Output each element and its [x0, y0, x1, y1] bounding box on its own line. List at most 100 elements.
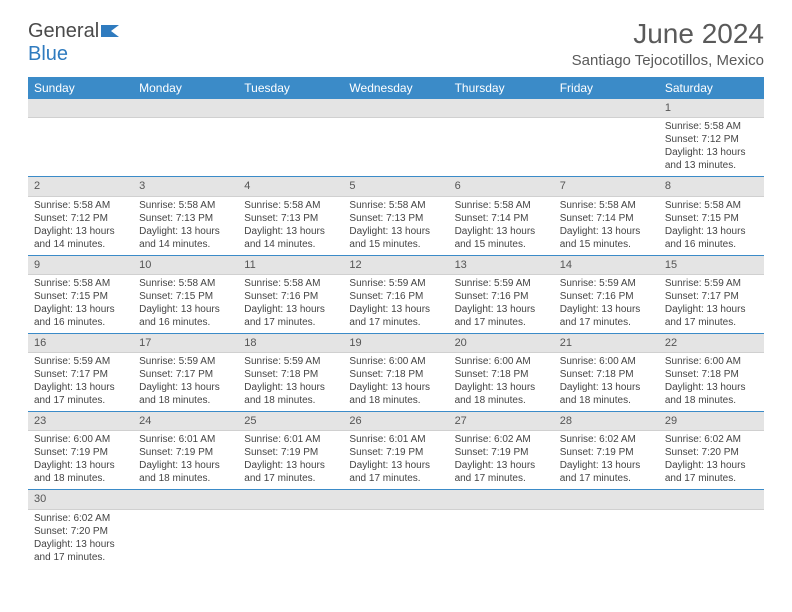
day-number: 25	[238, 412, 343, 431]
day-header: Sunday	[28, 77, 133, 99]
day-body: Sunrise: 6:00 AMSunset: 7:18 PMDaylight:…	[659, 353, 764, 411]
day-number: 9	[28, 256, 133, 275]
day-body: Sunrise: 6:02 AMSunset: 7:20 PMDaylight:…	[659, 431, 764, 489]
flag-icon	[101, 20, 123, 43]
calendar-cell	[238, 99, 343, 177]
calendar-cell: 5Sunrise: 5:58 AMSunset: 7:13 PMDaylight…	[343, 177, 448, 255]
day-number: 7	[554, 177, 659, 196]
sunrise-text: Sunrise: 5:58 AM	[665, 199, 758, 212]
sunrise-text: Sunrise: 5:58 AM	[349, 199, 442, 212]
day-number-empty	[449, 490, 554, 509]
daylight-text: Daylight: 13 hours and 17 minutes.	[349, 459, 442, 485]
daylight-text: Daylight: 13 hours and 17 minutes.	[560, 303, 653, 329]
day-body: Sunrise: 6:01 AMSunset: 7:19 PMDaylight:…	[133, 431, 238, 489]
sunrise-text: Sunrise: 5:58 AM	[34, 277, 127, 290]
sunset-text: Sunset: 7:19 PM	[139, 446, 232, 459]
daylight-text: Daylight: 13 hours and 17 minutes.	[244, 303, 337, 329]
day-number: 24	[133, 412, 238, 431]
brand-text: GeneralBlue	[28, 20, 123, 66]
day-body: Sunrise: 5:58 AMSunset: 7:15 PMDaylight:…	[28, 275, 133, 333]
sunset-text: Sunset: 7:17 PM	[665, 290, 758, 303]
day-number: 28	[554, 412, 659, 431]
daylight-text: Daylight: 13 hours and 17 minutes.	[665, 459, 758, 485]
calendar-cell	[554, 490, 659, 568]
calendar-week: 30Sunrise: 6:02 AMSunset: 7:20 PMDayligh…	[28, 490, 764, 568]
day-body: Sunrise: 5:58 AMSunset: 7:15 PMDaylight:…	[133, 275, 238, 333]
calendar-cell: 7Sunrise: 5:58 AMSunset: 7:14 PMDaylight…	[554, 177, 659, 255]
sunset-text: Sunset: 7:13 PM	[244, 212, 337, 225]
day-number: 22	[659, 334, 764, 353]
daylight-text: Daylight: 13 hours and 15 minutes.	[560, 225, 653, 251]
sunset-text: Sunset: 7:14 PM	[560, 212, 653, 225]
page-header: GeneralBlue June 2024 Santiago Tejocotil…	[28, 18, 764, 69]
calendar-cell	[343, 490, 448, 568]
calendar-cell	[449, 490, 554, 568]
day-number-empty	[554, 490, 659, 509]
calendar-cell: 27Sunrise: 6:02 AMSunset: 7:19 PMDayligh…	[449, 412, 554, 490]
day-body: Sunrise: 6:00 AMSunset: 7:19 PMDaylight:…	[28, 431, 133, 489]
calendar-cell	[133, 99, 238, 177]
daylight-text: Daylight: 13 hours and 17 minutes.	[349, 303, 442, 329]
daylight-text: Daylight: 13 hours and 17 minutes.	[455, 303, 548, 329]
day-number: 14	[554, 256, 659, 275]
day-number-empty	[449, 99, 554, 118]
sunset-text: Sunset: 7:13 PM	[139, 212, 232, 225]
day-body: Sunrise: 5:59 AMSunset: 7:17 PMDaylight:…	[28, 353, 133, 411]
daylight-text: Daylight: 13 hours and 17 minutes.	[455, 459, 548, 485]
day-header: Friday	[554, 77, 659, 99]
calendar-cell: 15Sunrise: 5:59 AMSunset: 7:17 PMDayligh…	[659, 255, 764, 333]
daylight-text: Daylight: 13 hours and 16 minutes.	[139, 303, 232, 329]
sunrise-text: Sunrise: 6:02 AM	[455, 433, 548, 446]
calendar-cell: 13Sunrise: 5:59 AMSunset: 7:16 PMDayligh…	[449, 255, 554, 333]
sunrise-text: Sunrise: 6:00 AM	[34, 433, 127, 446]
daylight-text: Daylight: 13 hours and 14 minutes.	[139, 225, 232, 251]
calendar-cell: 29Sunrise: 6:02 AMSunset: 7:20 PMDayligh…	[659, 412, 764, 490]
sunrise-text: Sunrise: 5:58 AM	[139, 277, 232, 290]
day-body: Sunrise: 6:00 AMSunset: 7:18 PMDaylight:…	[343, 353, 448, 411]
day-body: Sunrise: 5:58 AMSunset: 7:13 PMDaylight:…	[133, 197, 238, 255]
day-number: 8	[659, 177, 764, 196]
day-number-empty	[28, 99, 133, 118]
calendar-cell: 12Sunrise: 5:59 AMSunset: 7:16 PMDayligh…	[343, 255, 448, 333]
day-header: Saturday	[659, 77, 764, 99]
calendar-week: 1Sunrise: 5:58 AMSunset: 7:12 PMDaylight…	[28, 99, 764, 177]
day-body: Sunrise: 5:58 AMSunset: 7:14 PMDaylight:…	[554, 197, 659, 255]
sunrise-text: Sunrise: 6:01 AM	[349, 433, 442, 446]
brand-part2: Blue	[28, 43, 68, 65]
daylight-text: Daylight: 13 hours and 15 minutes.	[455, 225, 548, 251]
calendar-cell	[238, 490, 343, 568]
daylight-text: Daylight: 13 hours and 18 minutes.	[560, 381, 653, 407]
daylight-text: Daylight: 13 hours and 18 minutes.	[349, 381, 442, 407]
day-number: 17	[133, 334, 238, 353]
sunrise-text: Sunrise: 6:01 AM	[139, 433, 232, 446]
sunset-text: Sunset: 7:15 PM	[665, 212, 758, 225]
location-label: Santiago Tejocotillos, Mexico	[572, 52, 764, 69]
sunset-text: Sunset: 7:17 PM	[34, 368, 127, 381]
day-number-empty	[659, 490, 764, 509]
day-body: Sunrise: 5:59 AMSunset: 7:16 PMDaylight:…	[343, 275, 448, 333]
daylight-text: Daylight: 13 hours and 17 minutes.	[34, 381, 127, 407]
sunrise-text: Sunrise: 5:59 AM	[560, 277, 653, 290]
calendar-cell	[659, 490, 764, 568]
calendar-cell: 20Sunrise: 6:00 AMSunset: 7:18 PMDayligh…	[449, 333, 554, 411]
daylight-text: Daylight: 13 hours and 18 minutes.	[244, 381, 337, 407]
day-number-empty	[554, 99, 659, 118]
day-body: Sunrise: 5:59 AMSunset: 7:16 PMDaylight:…	[554, 275, 659, 333]
day-number: 26	[343, 412, 448, 431]
daylight-text: Daylight: 13 hours and 17 minutes.	[665, 303, 758, 329]
day-header: Thursday	[449, 77, 554, 99]
day-body: Sunrise: 6:00 AMSunset: 7:18 PMDaylight:…	[449, 353, 554, 411]
sunrise-text: Sunrise: 5:58 AM	[455, 199, 548, 212]
calendar-cell: 23Sunrise: 6:00 AMSunset: 7:19 PMDayligh…	[28, 412, 133, 490]
sunrise-text: Sunrise: 6:00 AM	[665, 355, 758, 368]
sunrise-text: Sunrise: 6:02 AM	[34, 512, 127, 525]
sunset-text: Sunset: 7:19 PM	[34, 446, 127, 459]
day-number: 23	[28, 412, 133, 431]
calendar-cell: 1Sunrise: 5:58 AMSunset: 7:12 PMDaylight…	[659, 99, 764, 177]
sunset-text: Sunset: 7:16 PM	[349, 290, 442, 303]
sunset-text: Sunset: 7:19 PM	[244, 446, 337, 459]
sunrise-text: Sunrise: 6:02 AM	[560, 433, 653, 446]
calendar-cell: 18Sunrise: 5:59 AMSunset: 7:18 PMDayligh…	[238, 333, 343, 411]
day-header: Monday	[133, 77, 238, 99]
day-body: Sunrise: 5:58 AMSunset: 7:14 PMDaylight:…	[449, 197, 554, 255]
